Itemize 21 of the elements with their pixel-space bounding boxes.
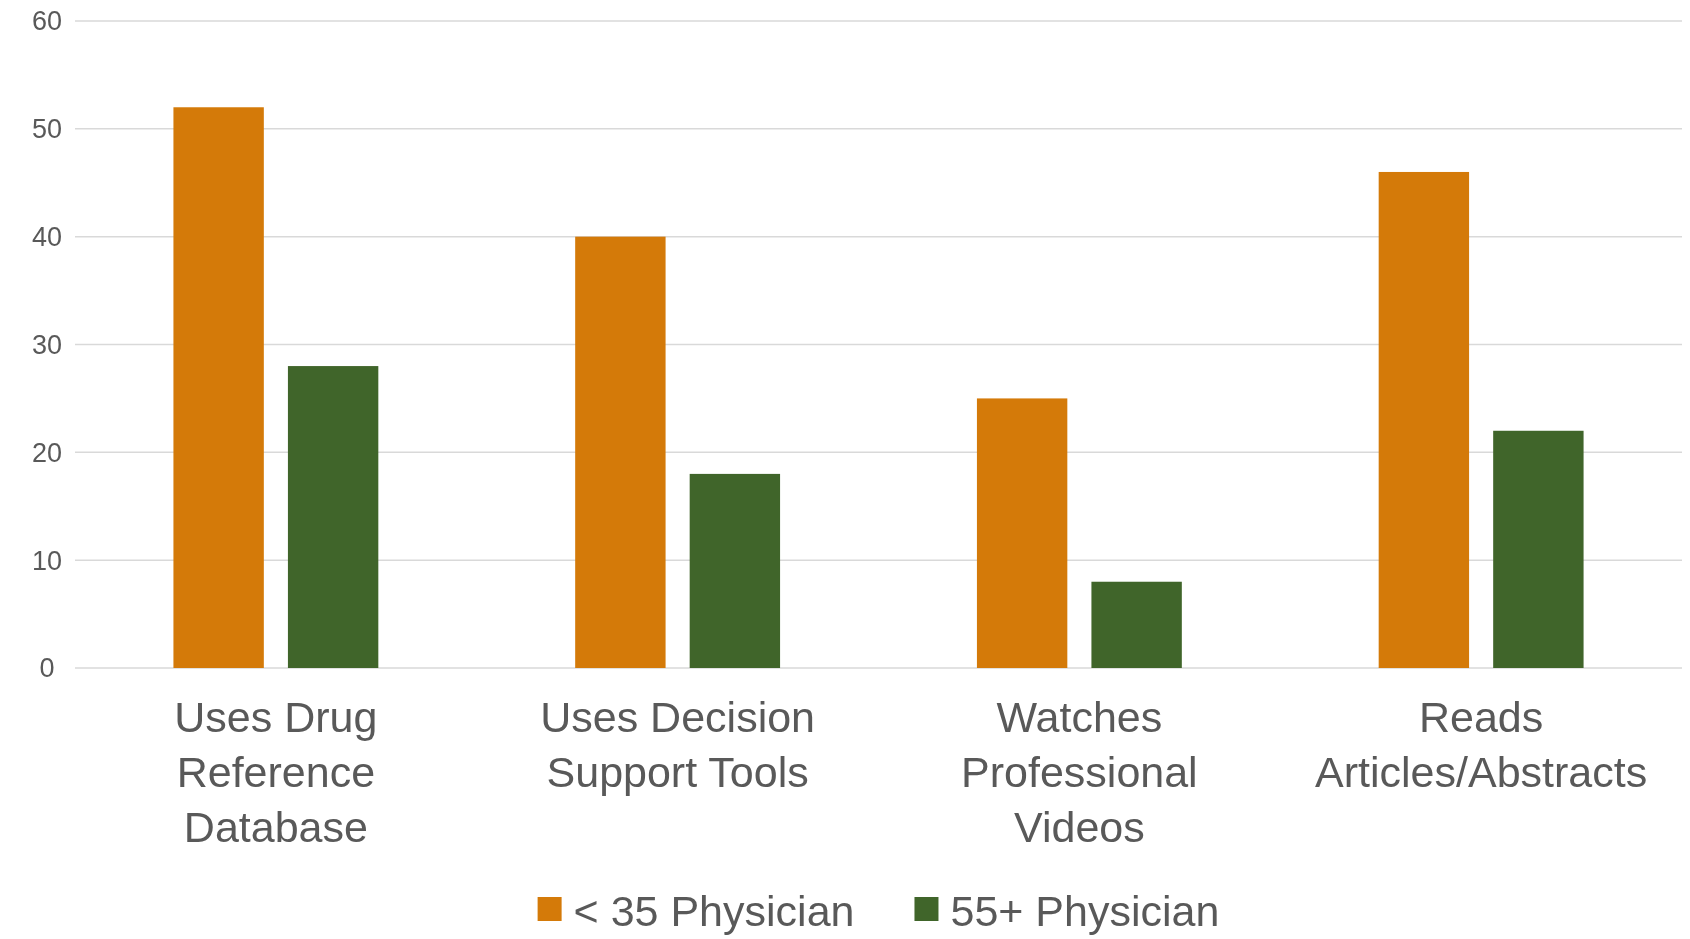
bar [287,366,379,668]
y-tick-label: 50 [31,114,63,145]
x-tick-label: Uses Decision Support Tools [540,693,816,796]
y-tick-label: 30 [31,329,63,360]
bar [1091,581,1182,668]
bar [976,398,1068,668]
x-tick-label: Reads Articles/Abstracts [1315,693,1648,796]
legend-label: < 35 Physician [573,887,855,936]
bar [575,236,666,668]
x-tick-label: Watches Professional Videos [961,693,1198,851]
y-tick-label: 40 [31,222,63,253]
legend-label: 55+ Physician [950,887,1220,936]
y-tick-label: 10 [31,545,63,576]
bar [689,473,781,668]
y-tick-label: 60 [31,6,63,37]
bar [1378,171,1470,668]
y-tick-label: 20 [31,437,63,468]
y-tick-label: 0 [39,653,55,684]
x-tick-label: Uses Drug Reference Database [174,693,378,851]
bar [1493,430,1584,668]
bar [173,107,264,668]
